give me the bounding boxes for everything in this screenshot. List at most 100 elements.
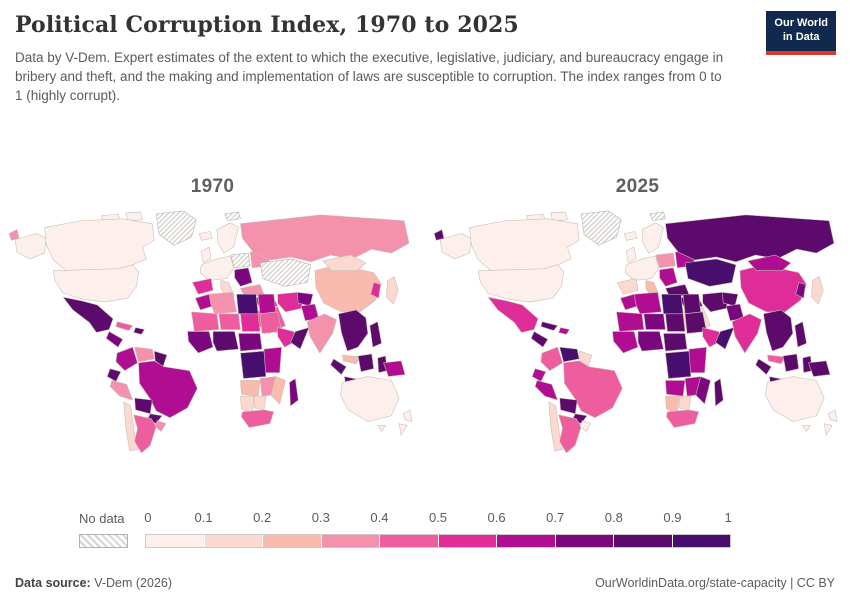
region-cuba[interactable]	[115, 321, 133, 331]
region-botswana[interactable]	[253, 395, 266, 411]
region-mozambique[interactable]	[270, 376, 286, 405]
region-newguinea[interactable]	[807, 360, 830, 377]
region-india[interactable]	[731, 313, 762, 354]
region-colombia[interactable]	[115, 346, 138, 371]
region-tasmania[interactable]	[801, 425, 811, 432]
region-mozambique[interactable]	[695, 376, 711, 405]
region-southafrica[interactable]	[240, 409, 274, 428]
region-iran[interactable]	[701, 291, 728, 313]
region-sahel_west[interactable]	[190, 311, 219, 332]
region-brazil[interactable]	[137, 360, 198, 419]
region-nz[interactable]	[402, 409, 412, 422]
region-korea[interactable]	[794, 282, 806, 299]
region-chile[interactable]	[123, 401, 139, 452]
region-algeria[interactable]	[208, 291, 237, 315]
region-libya[interactable]	[660, 293, 683, 315]
region-canada[interactable]	[468, 218, 579, 272]
region-algeria[interactable]	[633, 291, 662, 315]
region-chile[interactable]	[548, 401, 564, 452]
region-india[interactable]	[306, 313, 337, 354]
region-uk[interactable]	[625, 246, 636, 264]
region-egypt[interactable]	[257, 293, 276, 315]
region-china[interactable]	[314, 266, 382, 313]
region-colombia[interactable]	[540, 346, 563, 371]
region-bolivia[interactable]	[133, 397, 153, 415]
region-uk[interactable]	[200, 246, 211, 264]
region-centralam[interactable]	[105, 331, 123, 348]
region-chad[interactable]	[664, 313, 685, 332]
region-centralam[interactable]	[530, 331, 548, 348]
region-svalbard[interactable]	[223, 211, 241, 222]
region-malaysia[interactable]	[766, 354, 785, 365]
region-tasmania[interactable]	[376, 425, 386, 432]
region-alaska[interactable]	[14, 233, 47, 260]
region-japan[interactable]	[385, 276, 399, 305]
region-mongolia[interactable]	[746, 254, 791, 272]
no-data-swatch[interactable]	[79, 534, 128, 548]
legend-bin-3[interactable]	[321, 535, 380, 547]
region-balkans[interactable]	[658, 267, 677, 287]
region-argentina[interactable]	[132, 414, 156, 453]
region-chukotka[interactable]	[433, 229, 444, 241]
legend-bin-7[interactable]	[555, 535, 614, 547]
legend-bin-5[interactable]	[438, 535, 497, 547]
region-mongolia[interactable]	[321, 254, 366, 272]
region-peru[interactable]	[534, 380, 558, 401]
region-arctic2[interactable]	[549, 211, 568, 222]
region-wa1[interactable]	[611, 331, 638, 354]
region-balkans[interactable]	[233, 267, 252, 287]
region-venezuela[interactable]	[133, 346, 154, 363]
region-cuba[interactable]	[540, 321, 558, 331]
region-centralafrica[interactable]	[662, 333, 687, 352]
region-wa2[interactable]	[637, 331, 664, 352]
region-nz2[interactable]	[398, 423, 407, 436]
region-alaska[interactable]	[439, 233, 472, 260]
region-russia[interactable]	[664, 214, 834, 263]
region-sahel_mid[interactable]	[643, 313, 666, 330]
region-nz[interactable]	[827, 409, 837, 422]
region-centralasia[interactable]	[259, 258, 311, 287]
region-botswana[interactable]	[678, 395, 691, 411]
region-hispaniola[interactable]	[557, 327, 570, 335]
region-iberia[interactable]	[616, 278, 638, 295]
region-madagascar[interactable]	[288, 378, 299, 407]
region-japan[interactable]	[810, 276, 824, 305]
region-iceland[interactable]	[198, 231, 212, 241]
region-philippines[interactable]	[369, 321, 382, 348]
region-borneo[interactable]	[782, 353, 799, 372]
region-australia[interactable]	[764, 376, 824, 422]
region-libya[interactable]	[235, 293, 258, 315]
region-chukotka[interactable]	[8, 229, 19, 241]
region-iceland[interactable]	[623, 231, 637, 241]
region-greenland[interactable]	[155, 210, 197, 246]
region-sumatra[interactable]	[329, 358, 347, 375]
region-mexico[interactable]	[62, 296, 113, 333]
region-australia[interactable]	[339, 376, 399, 422]
region-drc[interactable]	[664, 350, 691, 379]
region-bolivia[interactable]	[558, 397, 578, 415]
region-wa1[interactable]	[186, 331, 213, 354]
legend-bin-8[interactable]	[614, 535, 673, 547]
region-philippines[interactable]	[794, 321, 807, 348]
region-sahel_mid[interactable]	[218, 313, 241, 330]
footer-link[interactable]: OurWorldinData.org/state-capacity | CC B…	[595, 576, 835, 590]
region-nz2[interactable]	[823, 423, 832, 436]
region-angola[interactable]	[239, 380, 260, 397]
region-eastafrica[interactable]	[263, 346, 282, 373]
region-angola[interactable]	[664, 380, 685, 397]
region-brazil[interactable]	[562, 360, 623, 419]
region-somalia[interactable]	[714, 327, 734, 350]
region-centralafrica[interactable]	[237, 333, 262, 352]
region-wa2[interactable]	[212, 331, 239, 352]
region-korea[interactable]	[369, 282, 381, 299]
region-scandinavia[interactable]	[641, 222, 664, 254]
region-uruguay[interactable]	[154, 420, 166, 432]
region-usa[interactable]	[52, 264, 139, 303]
region-westeurope[interactable]	[199, 255, 234, 281]
region-iran[interactable]	[276, 291, 303, 313]
region-china[interactable]	[739, 266, 807, 313]
region-arctic2[interactable]	[124, 211, 143, 222]
region-scandinavia[interactable]	[216, 222, 239, 254]
region-peru[interactable]	[109, 380, 133, 401]
region-seasia[interactable]	[762, 309, 793, 352]
